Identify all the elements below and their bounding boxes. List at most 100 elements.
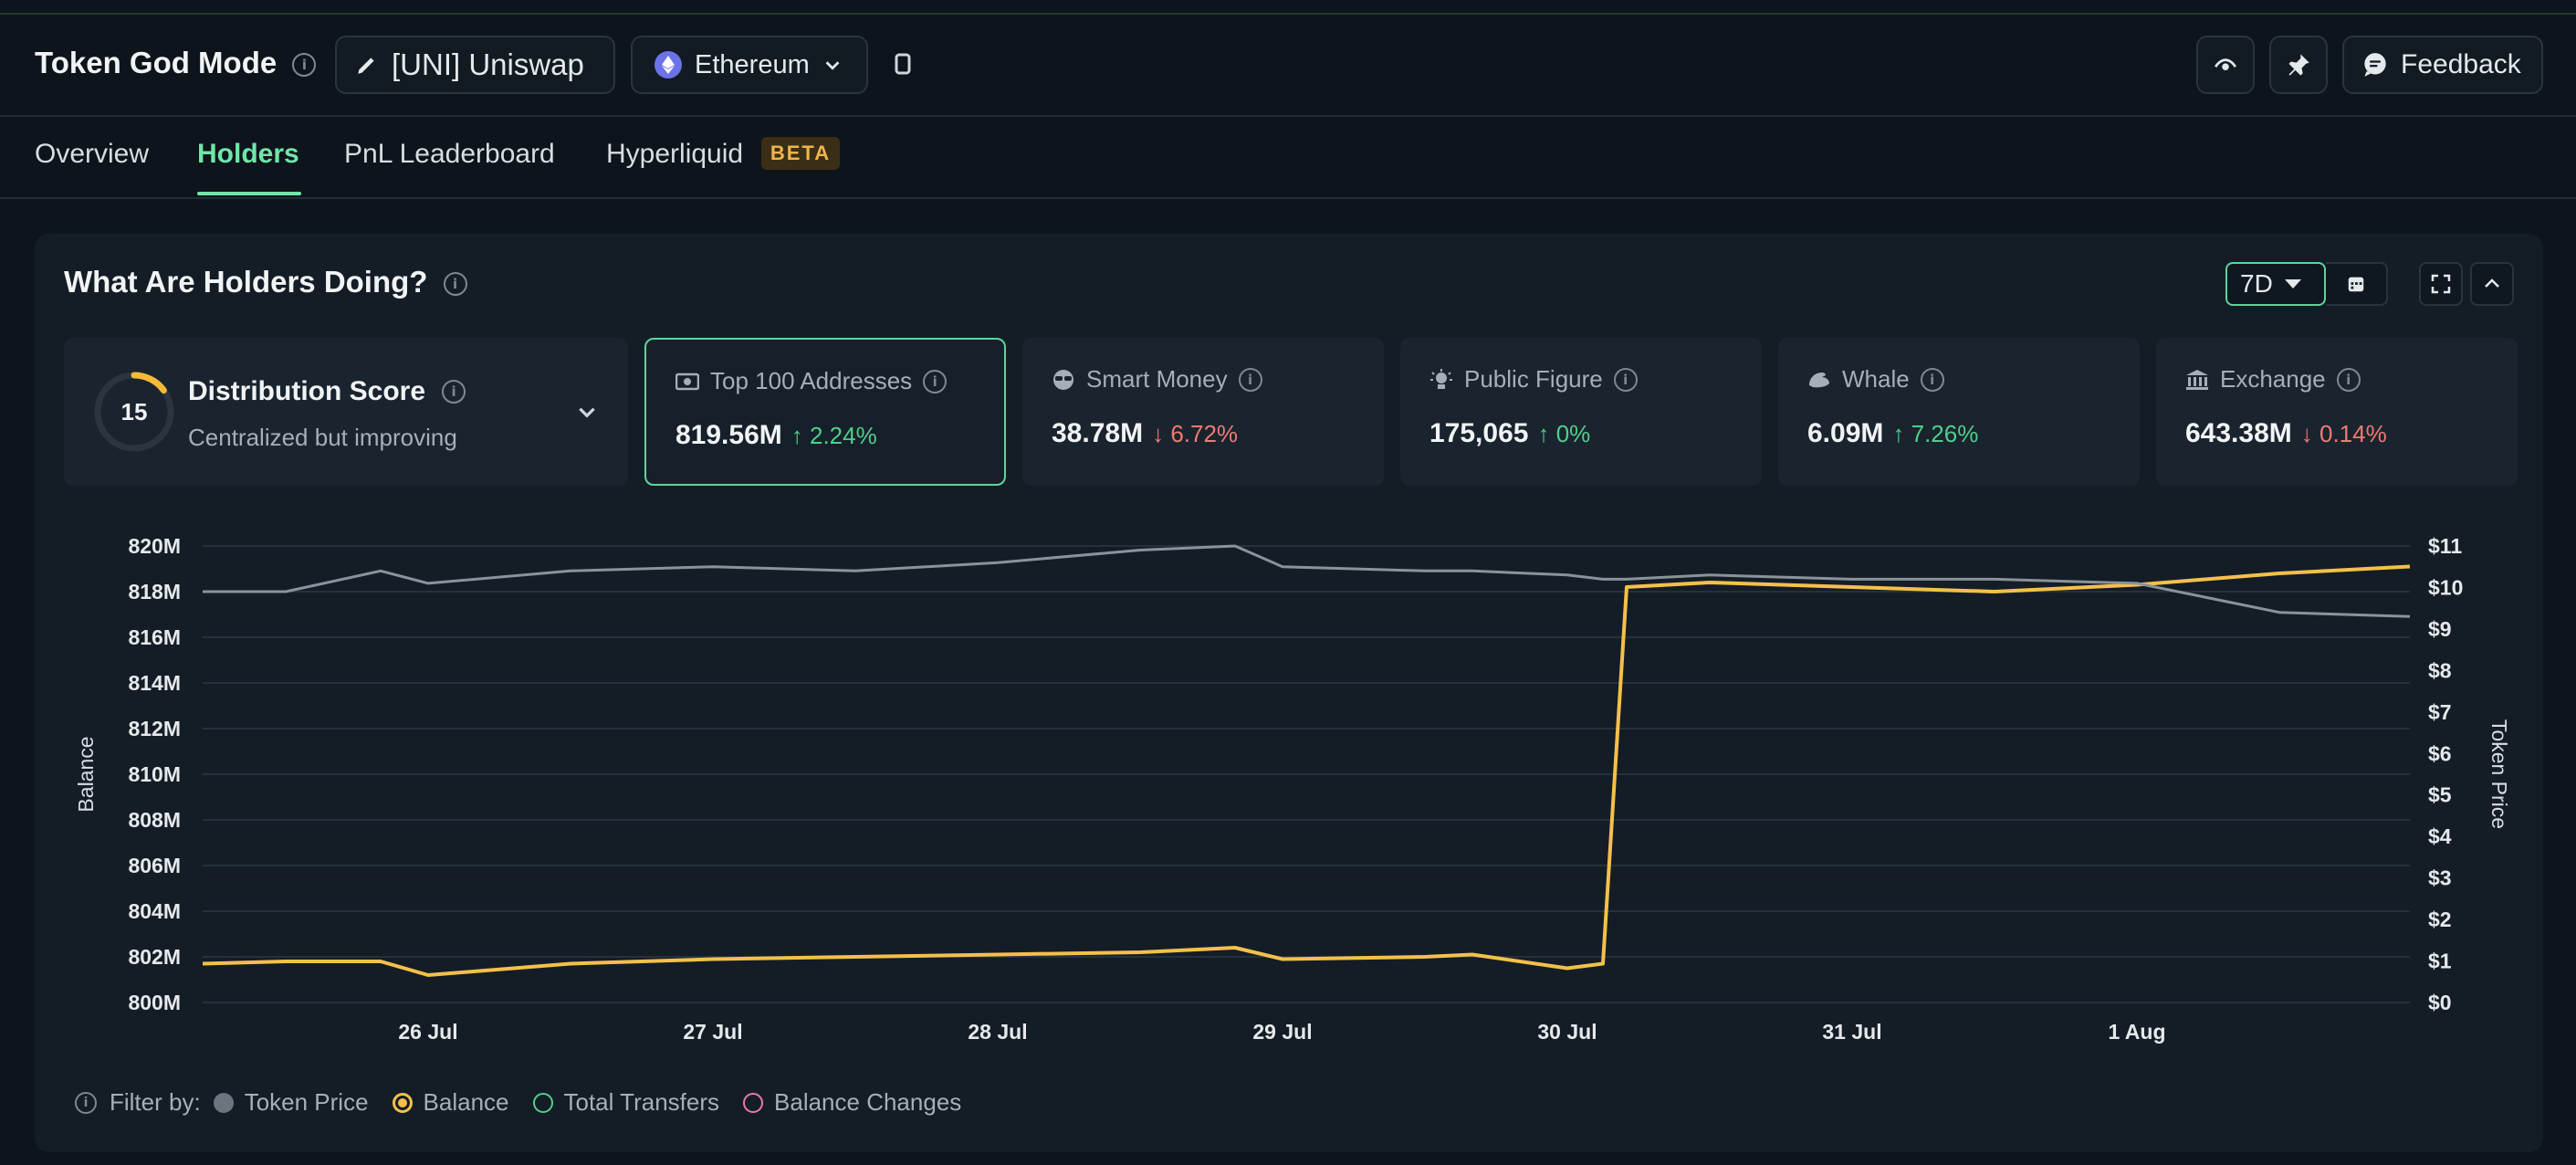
balance-line (202, 564, 2411, 977)
period-dropdown[interactable]: 7D (2225, 262, 2326, 306)
panel-title: What Are Holders Doing? i (64, 265, 467, 299)
chain-selector-dropdown[interactable]: Ethereum (631, 36, 868, 94)
header: Token God Mode i [UNI] Uniswap Ethereum … (0, 15, 2576, 117)
stat-card-change: ↓ 0.14% (2300, 420, 2387, 447)
stat-card-value: 643.38M (2185, 418, 2292, 448)
stat-card-whale[interactable]: Whale i 6.09M ↑ 7.26% (1778, 338, 2140, 486)
y-tick-label: 818M (128, 580, 181, 603)
stat-card-change: ↓ 6.72% (1152, 420, 1239, 447)
info-icon[interactable]: i (923, 369, 948, 394)
stat-card-label: Exchange (2220, 365, 2326, 393)
y2-axis-title: Token Price (2487, 719, 2511, 829)
y-tick-label: 802M (128, 945, 181, 969)
feedback-button[interactable]: Feedback (2342, 36, 2543, 94)
app-title: Token God Mode i (35, 46, 317, 80)
collapse-button[interactable] (2470, 262, 2514, 306)
y2-tick-label: $10 (2428, 575, 2463, 599)
fullscreen-button[interactable] (2419, 262, 2463, 306)
stat-card-exchange[interactable]: Exchange i 643.38M ↓ 0.14% (2156, 338, 2518, 486)
tab-overview[interactable]: Overview (35, 139, 150, 169)
legend-item-total-transfers[interactable]: Total Transfers (532, 1088, 719, 1117)
chain-selector-label: Ethereum (695, 49, 810, 79)
holders-balance-chart: 820M 818M 816M 814M 812M 810M 808M 806M 804M 802M… (74, 534, 2511, 1044)
stat-card-top-100[interactable]: Top 100 Addresses i 819.56M ↑ 2.24% (644, 338, 1006, 486)
y2-tick-label: $9 (2428, 617, 2452, 641)
stat-card-label: Top 100 Addresses (710, 367, 913, 394)
spotlight-icon (1430, 368, 1452, 389)
caret-down-icon (2284, 279, 2301, 289)
token-selector-label: [UNI] Uniswap (392, 47, 584, 81)
tab-pnl-leaderboard[interactable]: PnL Leaderboard (344, 139, 555, 169)
holders-panel: What Are Holders Doing? i 7D 15 Distribu… (35, 234, 2543, 1152)
stat-card-smart-money[interactable]: Smart Money i 38.78M ↓ 6.72% (1022, 338, 1384, 486)
token-selector-button[interactable]: [UNI] Uniswap (335, 36, 615, 94)
legend-swatch (532, 1092, 553, 1113)
stat-card-value: 38.78M (1052, 418, 1144, 448)
info-icon[interactable]: i (1238, 367, 1262, 392)
info-icon[interactable]: i (1920, 367, 1944, 392)
legend-item-token-price[interactable]: Token Price (213, 1088, 369, 1117)
expand-icon (2431, 274, 2451, 294)
info-icon[interactable]: i (443, 272, 467, 297)
legend-swatch (213, 1092, 234, 1113)
tab-hyperliquid[interactable]: Hyperliquid (606, 139, 744, 169)
active-tab-indicator (197, 192, 301, 195)
score-ring: 15 (94, 372, 174, 452)
y2-tick-label: $7 (2428, 700, 2452, 724)
top-accent-line (0, 0, 2576, 15)
legend-swatch (743, 1092, 764, 1113)
y-tick-label: 814M (128, 671, 181, 695)
pin-icon (2288, 54, 2309, 76)
y-tick-label: 816M (128, 625, 181, 649)
stat-card-value: 6.09M (1807, 418, 1884, 448)
stat-card-value: 175,065 (1429, 418, 1529, 448)
y-tick-label: 804M (128, 899, 181, 923)
period-label: 7D (2240, 269, 2273, 298)
y2-tick-label: $2 (2428, 908, 2452, 931)
copy-icon[interactable] (895, 51, 911, 75)
whale-icon (1809, 372, 1829, 387)
y-tick-label: 812M (128, 717, 181, 740)
chevron-down-icon (825, 61, 840, 70)
y2-tick-label: $3 (2428, 866, 2452, 890)
y2-tick-label: $11 (2428, 534, 2462, 558)
money-icon (675, 373, 699, 390)
y-tick-label: 806M (128, 854, 181, 877)
pencil-icon (358, 58, 374, 74)
x-tick-label: 30 Jul (1537, 1020, 1597, 1044)
info-icon[interactable]: i (1613, 367, 1638, 392)
sunglasses-icon (1053, 369, 1073, 390)
y2-tick-label: $6 (2428, 741, 2452, 765)
stat-card-label: Whale (1842, 365, 1910, 393)
stat-card-change: ↑ 7.26% (1892, 420, 1979, 447)
tab-holders[interactable]: Holders (197, 139, 299, 169)
calendar-icon (2348, 277, 2364, 292)
info-icon[interactable]: i (292, 53, 317, 78)
bank-icon (2186, 369, 2208, 390)
ethereum-icon (654, 51, 682, 79)
x-tick-label: 31 Jul (1822, 1020, 1881, 1044)
stat-card-change: ↑ 0% (1537, 420, 1591, 447)
distribution-score-card[interactable]: 15 Distribution Score i Centralized but … (64, 338, 628, 486)
info-icon[interactable]: i (2336, 367, 2361, 392)
calendar-button[interactable] (2326, 262, 2388, 306)
distribution-score-title: Distribution Score i (188, 376, 466, 407)
stat-card-value: 819.56M (675, 420, 782, 450)
tab-bar: Overview Holders PnL Leaderboard Hyperli… (0, 117, 2576, 199)
chevron-down-icon[interactable] (575, 400, 599, 424)
legend-item-balance[interactable]: Balance (392, 1088, 509, 1117)
y2-tick-label: $8 (2428, 658, 2452, 682)
filter-label: Filter by: (110, 1088, 201, 1116)
x-tick-label: 26 Jul (398, 1020, 457, 1044)
pin-button[interactable] (2269, 36, 2328, 94)
info-icon[interactable]: i (75, 1091, 97, 1114)
legend-item-balance-changes[interactable]: Balance Changes (743, 1088, 961, 1117)
stat-card-change: ↑ 2.24% (791, 422, 877, 449)
feedback-label: Feedback (2401, 49, 2521, 79)
x-tick-label: 29 Jul (1252, 1020, 1312, 1044)
info-icon[interactable]: i (442, 380, 466, 404)
stat-card-public-figure[interactable]: Public Figure i 175,065 ↑ 0% (1400, 338, 1762, 486)
y-tick-label: 810M (128, 762, 181, 786)
legend-swatch (392, 1092, 413, 1113)
watch-button[interactable] (2196, 36, 2255, 94)
